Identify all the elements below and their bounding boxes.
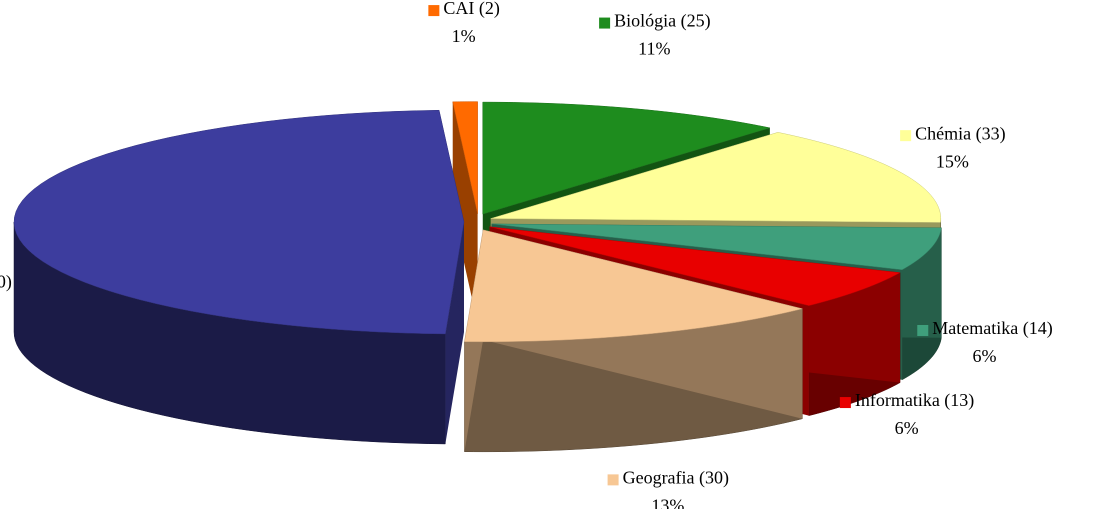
data-label: Biológia (25) 11% [599,11,711,59]
slice-label: Chémia (33) [915,123,1005,144]
slice-label: Informatika (13) [855,390,974,411]
percent-label: 6% [895,418,919,438]
slice-top [452,101,478,214]
label-swatch [599,17,611,29]
slice [13,109,465,445]
label-swatch [607,474,619,486]
slice [464,229,803,453]
slice-edge [452,101,478,324]
slice [452,101,478,324]
data-label: Geografia (30) 13% [607,467,729,509]
data-label: Matematika (14) 6% [917,318,1053,366]
label-swatch [839,397,851,409]
data-label: Informatika (13) 6% [839,390,974,438]
data-label: CAI (2) 1% [428,0,500,46]
slice-top [13,109,465,335]
data-label: Fyzika (110)48% [0,272,12,293]
slice-label: CAI (2) [443,0,500,19]
slice-label: Fyzika (110) [0,272,12,293]
slice-top [489,226,901,306]
label-swatch [917,324,929,336]
percent-label: 13% [651,495,684,509]
slice-label: Geografia (30) [623,467,729,488]
slice-label: Biológia (25) [614,11,711,32]
slice-top [490,132,942,223]
percent-label: 15% [936,151,969,171]
slice-top [464,229,803,343]
data-label: Chémia (33) 15% [900,123,1006,171]
slice-top [491,223,942,271]
slice-label: Matematika (14) [932,318,1052,339]
percent-label: 1% [452,26,476,46]
label-swatch [900,130,912,142]
percent-label: 11% [638,39,670,59]
label-swatch [428,5,440,17]
percent-label: 6% [973,346,997,366]
slice-top [482,101,770,215]
